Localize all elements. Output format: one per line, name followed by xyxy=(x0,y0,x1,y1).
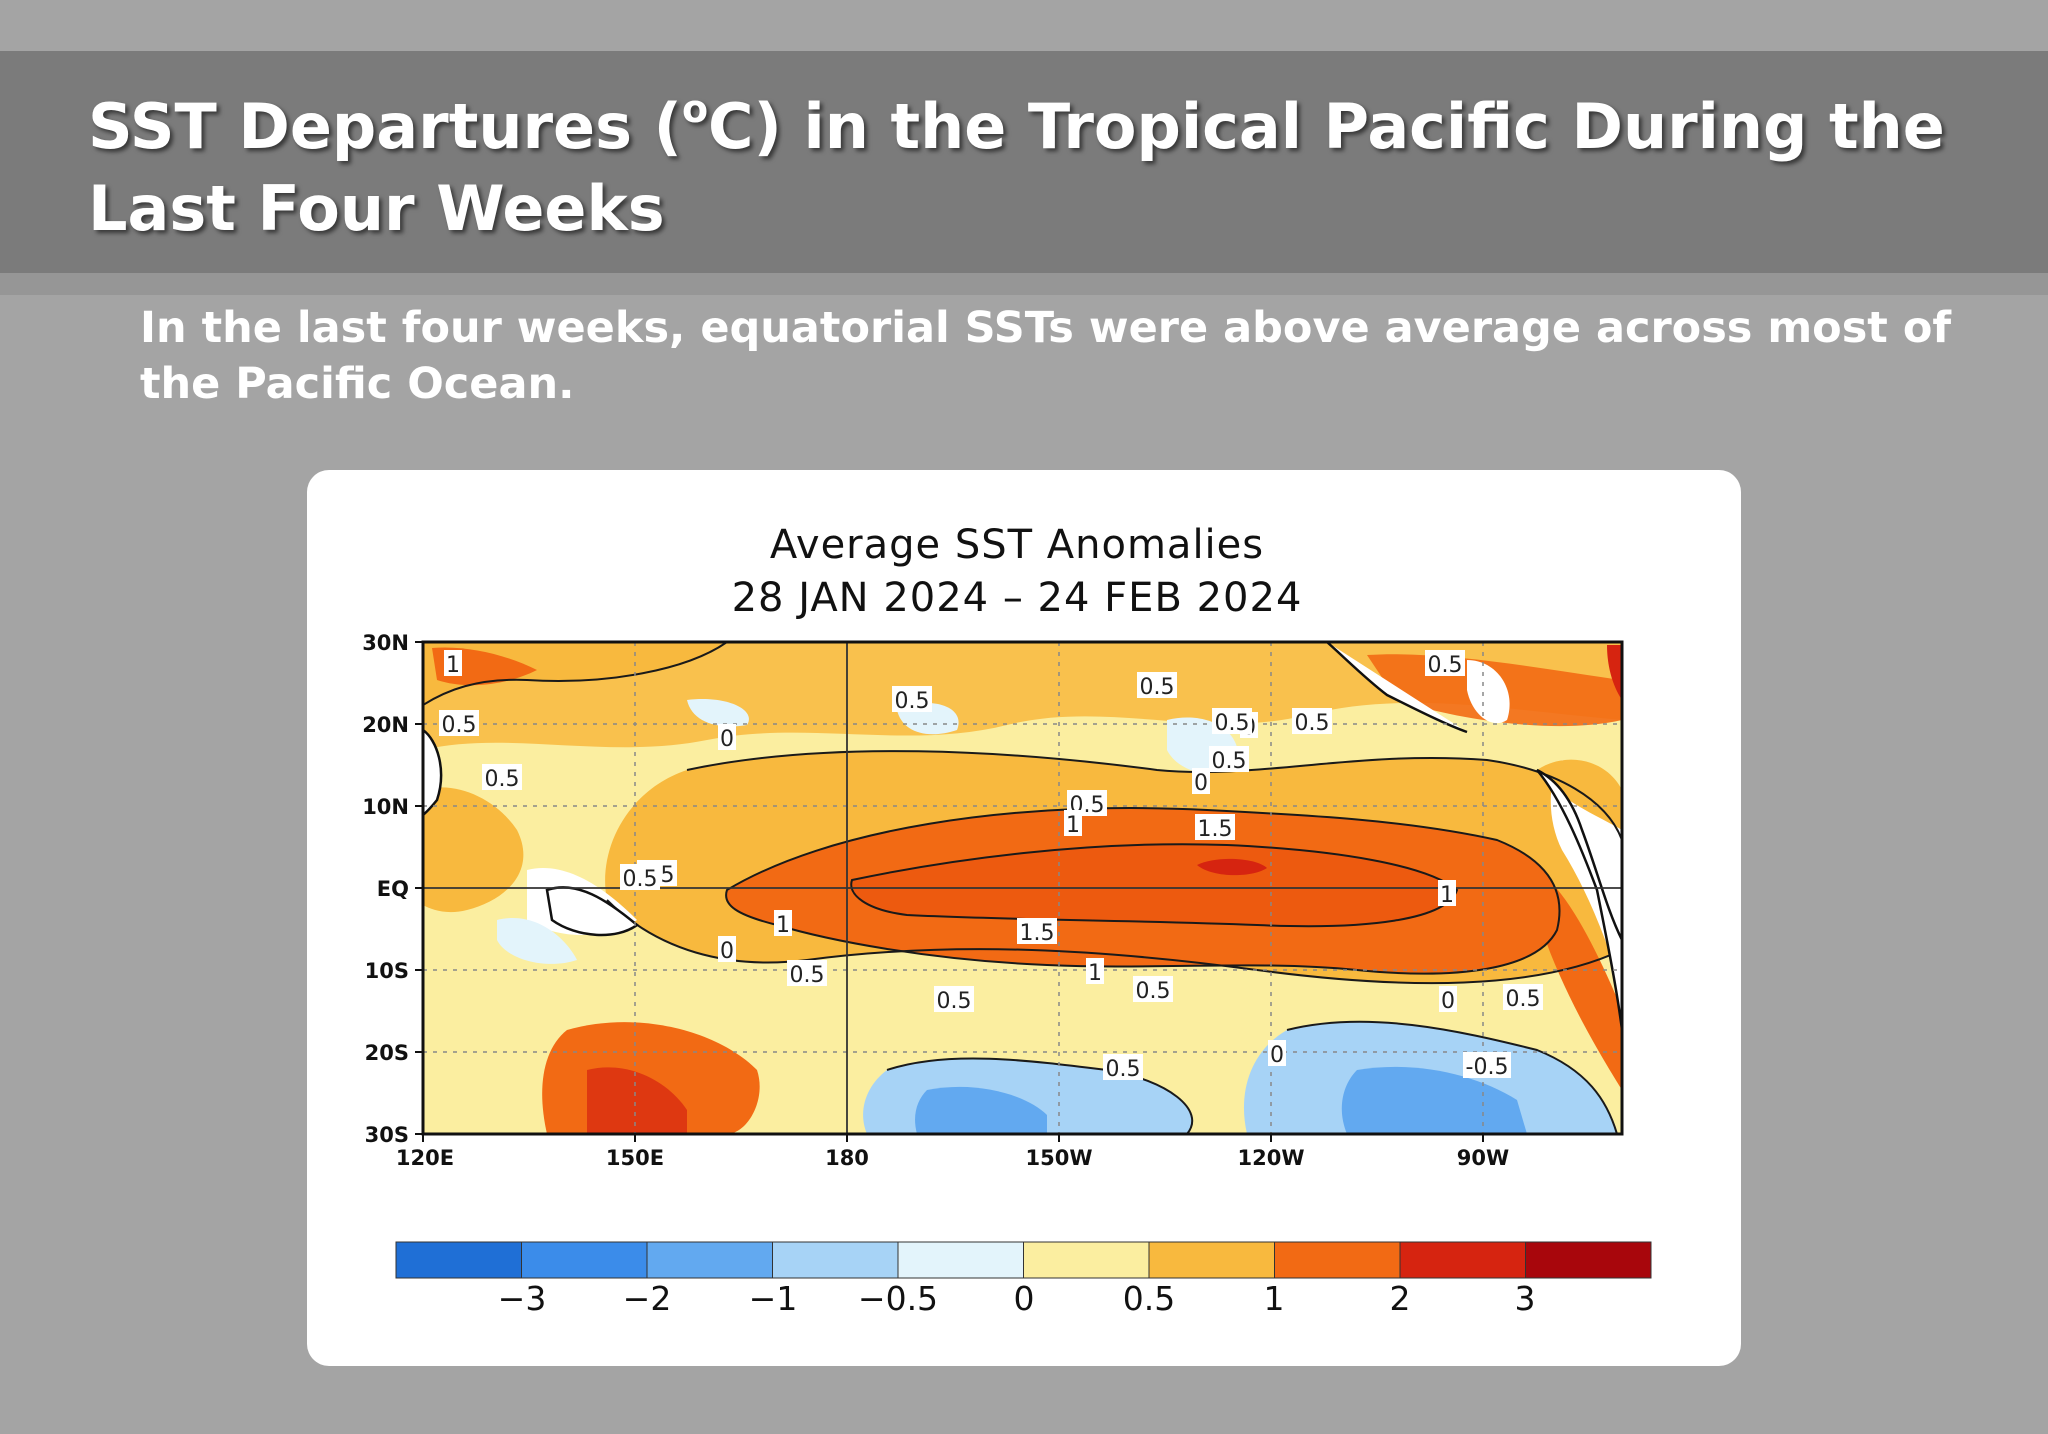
lat-label: 30N xyxy=(362,631,409,655)
contour-label: 1 xyxy=(1088,961,1102,986)
contour-label: 1 xyxy=(446,653,460,678)
colorbar-labels: −3 −2 −1 −0.5 0 0.5 1 2 3 xyxy=(498,1279,1536,1318)
colorbar-tick-label: −1 xyxy=(749,1279,798,1318)
colorbar-tick-label: 0.5 xyxy=(1123,1279,1175,1318)
slide-subtitle: In the last four weeks, equatorial SSTs … xyxy=(140,303,1952,409)
colorbar-swatch xyxy=(897,1241,1024,1279)
colorbar-tick-label: 3 xyxy=(1515,1279,1536,1318)
latitude-ticks: 30N 20N 10N EQ 10S 20S 30S xyxy=(362,631,423,1147)
colorbar-tick-label: −2 xyxy=(623,1279,672,1318)
contour-label: 0.5 xyxy=(1295,711,1330,736)
contour-value-labels: 1 0.5 0.5 0 0.5 0.5 0.5 0.5 0.5 0 0.5 0.… xyxy=(439,650,1543,1082)
contour-label: 1 xyxy=(1066,813,1080,838)
contour-label: 1.5 xyxy=(1198,817,1233,842)
contour-label: 0.5 xyxy=(937,989,972,1014)
colorbar-swatch xyxy=(395,1241,522,1279)
colorbar-tick-label: 0 xyxy=(1014,1279,1035,1318)
degree-symbol: o xyxy=(681,87,709,131)
contour-label: -0.5 xyxy=(1466,1055,1509,1080)
contour-label: 0 xyxy=(1194,771,1208,796)
contour-label: 1.5 xyxy=(1020,921,1055,946)
contour-label: 0.5 xyxy=(1506,987,1541,1012)
colorbar xyxy=(395,1241,1652,1279)
contour-label: 0 xyxy=(720,727,734,752)
title-underband xyxy=(0,273,2048,295)
longitude-ticks: 120E 150E 180 150W 120W 90W xyxy=(396,1134,1509,1170)
lat-label: 10N xyxy=(362,795,409,819)
contour-label: 1 xyxy=(776,913,790,938)
map-title-line1: Average SST Anomalies xyxy=(770,522,1264,568)
colorbar-swatch xyxy=(1148,1241,1275,1279)
map-card: Average SST Anomalies 28 JAN 2024 – 24 F… xyxy=(307,470,1741,1366)
lat-label: 20S xyxy=(365,1041,409,1065)
title-band xyxy=(0,51,2048,273)
contour-label: 0.5 xyxy=(895,689,930,714)
lat-label: 10S xyxy=(365,959,409,983)
contour-label: 0.5 xyxy=(790,963,825,988)
contour-label: 0.5 xyxy=(1212,749,1247,774)
contour-label: 0 xyxy=(720,939,734,964)
colorbar-swatch xyxy=(521,1241,648,1279)
contour-label: 0 xyxy=(1270,1043,1284,1068)
lat-label: 20N xyxy=(362,713,409,737)
contour-label: 1 xyxy=(1440,883,1454,908)
contour-label: 0.5 xyxy=(623,867,658,892)
colorbar-tick-label: 2 xyxy=(1390,1279,1411,1318)
contour-label: 0.5 xyxy=(1428,653,1463,678)
sst-anomaly-map: Average SST Anomalies 28 JAN 2024 – 24 F… xyxy=(362,522,1652,1318)
colorbar-swatch xyxy=(1525,1241,1652,1279)
lon-label: 150W xyxy=(1026,1146,1093,1170)
contour-label: 0.5 xyxy=(485,767,520,792)
map-title-line2: 28 JAN 2024 – 24 FEB 2024 xyxy=(732,575,1303,621)
contour-label: 0.5 xyxy=(1106,1057,1141,1082)
land-outlines xyxy=(423,642,1622,1031)
colorbar-tick-label: 1 xyxy=(1264,1279,1285,1318)
colorbar-swatch xyxy=(1274,1241,1401,1279)
colorbar-swatch xyxy=(646,1241,773,1279)
lat-label: EQ xyxy=(377,877,409,901)
contour-label: 0 xyxy=(1441,989,1455,1014)
contour-label: 0.5 xyxy=(1136,979,1171,1004)
lon-label: 120E xyxy=(396,1146,454,1170)
colorbar-swatch xyxy=(1399,1241,1526,1279)
colorbar-swatch xyxy=(772,1241,899,1279)
lon-label: 90W xyxy=(1457,1146,1509,1170)
lon-label: 120W xyxy=(1238,1146,1305,1170)
colorbar-swatch xyxy=(1023,1241,1150,1279)
colorbar-tick-label: −0.5 xyxy=(858,1279,938,1318)
lon-label: 180 xyxy=(825,1146,869,1170)
slide-title: SST Departures (oC) in the Tropical Paci… xyxy=(88,87,1945,245)
contour-label: 0.5 xyxy=(1140,675,1175,700)
contour-label: 0.5 xyxy=(442,713,477,738)
contour-label: 0.5 xyxy=(1215,711,1250,736)
lat-label: 30S xyxy=(365,1123,409,1147)
lon-label: 150E xyxy=(606,1146,664,1170)
colorbar-tick-label: −3 xyxy=(498,1279,547,1318)
